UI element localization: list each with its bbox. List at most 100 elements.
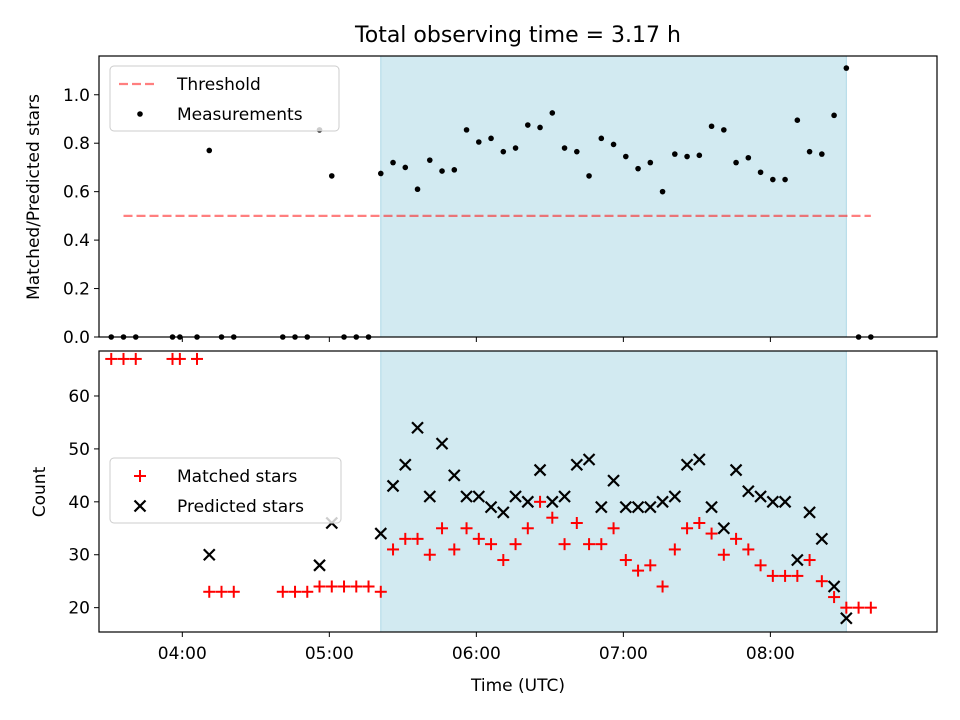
x-tick-label: 08:00	[746, 644, 795, 664]
matched-stars-marker	[558, 538, 571, 551]
matched-stars-marker	[730, 532, 743, 545]
matched-stars-marker	[276, 585, 289, 598]
measurement-point	[831, 112, 837, 119]
measurement-point	[819, 151, 825, 157]
matched-stars-marker	[852, 601, 865, 614]
legend-label: Measurements	[177, 105, 303, 125]
matched-stars-marker	[350, 580, 363, 593]
predicted-stars-marker	[656, 495, 669, 509]
observing-window-shade	[380, 351, 847, 632]
predicted-stars-marker	[497, 506, 510, 519]
measurement-point	[414, 186, 421, 193]
top-panel: 0.0 0.2 0.4 0.6 0.8 1.0 Threshold Measurements	[63, 55, 938, 348]
legend-box	[109, 457, 342, 524]
measurement-point	[708, 123, 715, 130]
measurement-point	[402, 164, 409, 171]
measurement-point	[757, 169, 764, 176]
figure-title: Total observing time = 3.17 h	[354, 23, 681, 48]
matched-stars-marker	[693, 516, 706, 529]
measurement-point	[598, 135, 605, 142]
predicted-stars-marker	[595, 500, 608, 514]
measurement-point	[537, 124, 543, 131]
predicted-stars-marker	[582, 453, 596, 466]
matched-stars-marker	[448, 543, 461, 556]
observing-window-shade	[380, 56, 847, 337]
predicted-stars-marker	[803, 506, 816, 519]
y-tick-label: 50	[68, 440, 90, 460]
matched-stars-marker	[619, 554, 632, 567]
legend-matched-swatch	[134, 470, 146, 482]
predicted-stars-marker	[423, 490, 437, 503]
x-axis-label: Time (UTC)	[470, 676, 565, 696]
measurement-point	[659, 188, 666, 195]
measurement-point	[390, 159, 396, 166]
predicted-stars-marker	[313, 559, 326, 572]
plot-frame	[98, 350, 938, 633]
predicted-stars-marker	[533, 463, 547, 477]
measurement-point	[794, 117, 801, 123]
y-tick-label: 0.0	[63, 328, 90, 348]
measurement-point	[770, 176, 776, 183]
predicted-stars-marker	[570, 458, 584, 472]
matched-stars-marker	[705, 527, 718, 540]
matched-stars-marker	[289, 585, 302, 598]
predicted-stars-marker	[791, 553, 804, 567]
predicted-stars-marker	[546, 495, 559, 509]
measurement-point	[610, 141, 617, 148]
measurement-point	[475, 139, 482, 145]
y-tick-label: 0.8	[63, 134, 90, 154]
predicted-stars-marker	[619, 500, 633, 514]
y-tick-label: 60	[68, 387, 90, 407]
top-y-axis-label: Matched/Predicted stars	[24, 94, 44, 300]
measurement-point	[439, 168, 445, 174]
measurement-point	[463, 127, 470, 133]
predicted-stars-marker	[680, 458, 694, 472]
measurement-point	[451, 167, 458, 173]
matched-stars-marker	[436, 522, 449, 535]
measurement-point	[782, 176, 788, 183]
matched-stars-marker	[546, 511, 559, 524]
y-tick-label: 0.4	[63, 231, 90, 251]
predicted-stars-marker	[705, 500, 718, 514]
matched-stars-marker	[815, 575, 828, 588]
predicted-stars-marker	[509, 490, 522, 503]
predicted-stars-marker	[840, 611, 853, 625]
legend: Threshold Measurements	[109, 65, 340, 132]
predicted-stars-marker	[754, 490, 767, 503]
matched-stars-marker	[411, 532, 424, 545]
matched-stars-marker	[570, 516, 583, 529]
predicted-stars-marker	[202, 548, 216, 562]
predicted-stars-marker	[644, 500, 657, 514]
matched-stars-marker	[779, 569, 792, 582]
measurement-point	[696, 152, 703, 159]
predicted-stars-marker	[448, 469, 461, 482]
matched-stars-marker	[607, 522, 620, 535]
matched-stars-marker	[840, 601, 853, 614]
matched-stars-marker	[485, 538, 498, 551]
matched-stars-marker	[828, 591, 841, 604]
measurement-point	[377, 170, 384, 177]
predicted-stars-marker	[815, 532, 829, 546]
measurement-point	[586, 173, 592, 179]
predicted-stars-marker	[693, 453, 706, 466]
predicted-stars-marker	[386, 479, 400, 493]
measurement-point	[426, 157, 433, 163]
legend: Matched stars Predicted stars	[109, 457, 342, 524]
predicted-stars-marker	[472, 490, 486, 503]
predicted-stars-marker	[411, 421, 424, 435]
matched-stars-marker	[227, 585, 240, 598]
matched-stars-marker	[338, 580, 351, 593]
matched-stars-marker	[191, 352, 204, 365]
measurement-point	[512, 145, 519, 151]
predicted-stars-marker	[742, 484, 755, 498]
matched-stars-marker	[497, 554, 510, 567]
y-tick-label: 0.6	[63, 183, 90, 203]
matched-stars-marker	[173, 352, 186, 365]
matched-stars-marker	[595, 538, 608, 551]
matched-stars-marker	[374, 585, 387, 598]
legend-box	[109, 65, 340, 132]
plot-frame	[98, 55, 938, 338]
predicted-stars-marker	[558, 490, 571, 503]
measurement-point	[843, 65, 850, 71]
measurement-point	[806, 148, 813, 155]
